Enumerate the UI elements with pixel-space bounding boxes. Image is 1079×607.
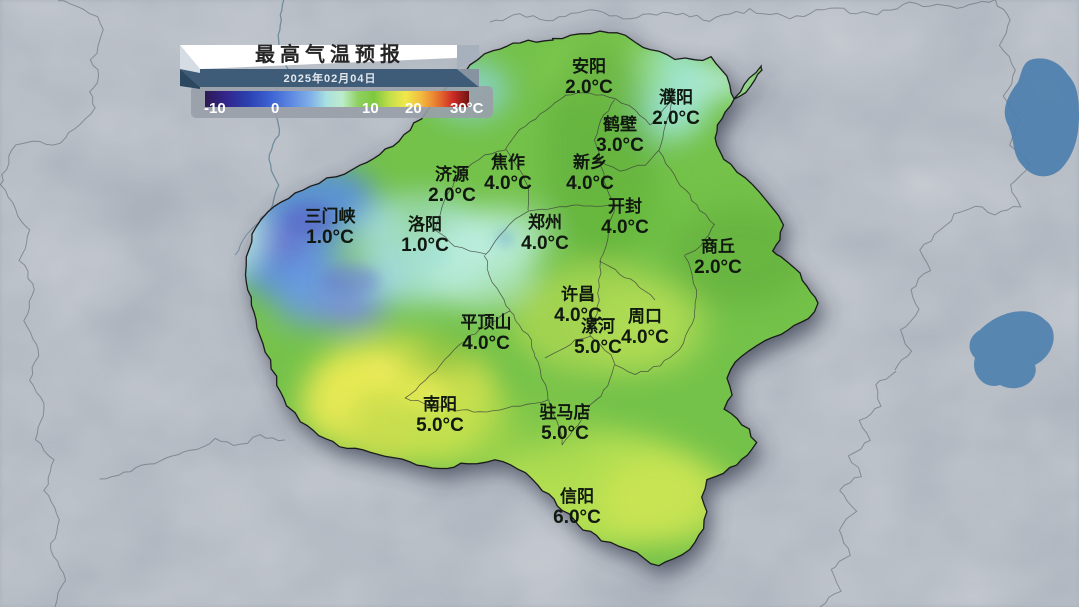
svg-text:30°C: 30°C — [450, 100, 484, 117]
svg-text:6.0°C: 6.0°C — [553, 507, 601, 528]
svg-text:4.0°C: 4.0°C — [566, 173, 614, 194]
svg-text:1.0°C: 1.0°C — [401, 235, 449, 256]
svg-text:许昌: 许昌 — [561, 284, 595, 304]
svg-text:洛阳: 洛阳 — [408, 214, 442, 234]
svg-text:南阳: 南阳 — [423, 394, 457, 414]
svg-text:鹤壁: 鹤壁 — [603, 114, 637, 134]
svg-text:驻马店: 驻马店 — [540, 402, 591, 422]
svg-text:20: 20 — [405, 100, 422, 117]
svg-text:新乡: 新乡 — [573, 152, 607, 172]
svg-text:开封: 开封 — [608, 196, 642, 216]
svg-text:2.0°C: 2.0°C — [694, 257, 742, 278]
svg-text:5.0°C: 5.0°C — [416, 415, 464, 436]
svg-text:1.0°C: 1.0°C — [306, 227, 354, 248]
svg-text:0: 0 — [271, 100, 279, 117]
svg-text:信阳: 信阳 — [560, 486, 594, 506]
svg-text:5.0°C: 5.0°C — [541, 423, 589, 444]
svg-text:2.0°C: 2.0°C — [652, 108, 700, 129]
svg-text:4.0°C: 4.0°C — [484, 173, 532, 194]
svg-text:-10: -10 — [204, 100, 226, 117]
svg-text:平顶山: 平顶山 — [461, 313, 512, 332]
svg-text:2.0°C: 2.0°C — [565, 77, 613, 98]
svg-text:2.0°C: 2.0°C — [428, 185, 476, 206]
svg-text:5.0°C: 5.0°C — [574, 337, 622, 358]
svg-text:4.0°C: 4.0°C — [521, 233, 569, 254]
svg-text:济源: 济源 — [435, 164, 469, 184]
svg-text:10: 10 — [362, 100, 379, 117]
svg-text:焦作: 焦作 — [490, 152, 525, 172]
svg-text:4.0°C: 4.0°C — [621, 327, 669, 348]
svg-text:商丘: 商丘 — [701, 236, 735, 256]
svg-text:三门峡: 三门峡 — [305, 206, 357, 226]
svg-text:最高气温预报: 最高气温预报 — [255, 42, 405, 66]
svg-text:安阳: 安阳 — [572, 56, 606, 76]
svg-text:4.0°C: 4.0°C — [462, 333, 510, 354]
svg-text:郑州: 郑州 — [528, 212, 562, 232]
svg-text:漯河: 漯河 — [581, 317, 615, 336]
svg-text:2025年02月04日: 2025年02月04日 — [284, 71, 377, 85]
svg-text:濮阳: 濮阳 — [659, 87, 693, 107]
svg-text:4.0°C: 4.0°C — [601, 217, 649, 238]
svg-text:周口: 周口 — [628, 307, 662, 326]
